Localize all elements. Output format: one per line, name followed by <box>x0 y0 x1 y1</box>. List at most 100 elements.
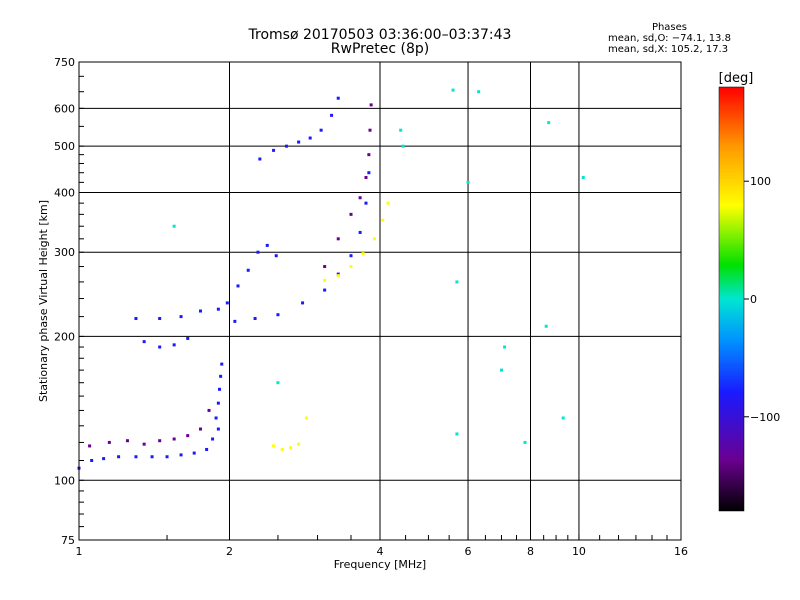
data-point <box>308 136 312 140</box>
data-point <box>172 437 176 441</box>
data-point <box>258 157 262 161</box>
x-tick-label: 4 <box>377 545 384 558</box>
data-point <box>272 148 276 152</box>
phase-stats-o: mean, sd,O: −74.1, 13.8 <box>608 33 731 44</box>
data-point <box>561 416 565 420</box>
data-point <box>199 309 203 313</box>
x-tick-label: 2 <box>226 545 233 558</box>
data-point <box>102 457 106 461</box>
data-point <box>466 180 470 184</box>
data-point <box>358 230 362 234</box>
data-point <box>349 265 353 269</box>
data-point <box>192 451 196 455</box>
data-point <box>386 201 390 205</box>
data-point <box>117 455 121 459</box>
x-tick-label: 1 <box>76 545 83 558</box>
data-point <box>451 88 455 92</box>
data-point <box>280 447 284 451</box>
data-point <box>323 265 327 269</box>
data-point <box>211 437 215 441</box>
x-tick-label: 6 <box>465 545 472 558</box>
y-tick-label: 75 <box>61 534 75 547</box>
chart-subtitle: RwPretec (8p) <box>330 41 430 57</box>
data-point <box>216 307 220 311</box>
data-point <box>349 254 353 258</box>
data-point <box>523 440 527 444</box>
chart-title: Tromsø 20170503 03:36:00–03:37:43 <box>248 27 512 43</box>
data-point <box>134 316 138 320</box>
data-point <box>134 455 138 459</box>
data-point <box>381 218 385 222</box>
data-point <box>218 387 222 391</box>
data-point <box>172 224 176 228</box>
phase-stats: Phases mean, sd,O: −74.1, 13.8 mean, sd,… <box>608 22 731 55</box>
data-point <box>276 381 280 385</box>
data-point <box>225 301 229 305</box>
data-point <box>336 274 340 278</box>
colorbar-tick-label: 100 <box>750 175 771 188</box>
colorbar-tick-label: −100 <box>750 411 780 424</box>
data-point <box>358 196 362 200</box>
phase-stats-x: mean, sd,X: 105.2, 17.3 <box>608 44 729 55</box>
y-tick-label: 300 <box>54 246 75 259</box>
data-point <box>323 288 327 292</box>
x-axis: 1 2 4 6 8 10 16 <box>76 535 688 558</box>
y-tick-label: 400 <box>54 186 75 199</box>
data-point <box>364 175 368 179</box>
data-point <box>284 144 288 148</box>
data-point <box>547 121 551 125</box>
data-point <box>256 250 260 254</box>
data-point <box>399 128 403 132</box>
x-tick-label: 10 <box>572 545 586 558</box>
data-point <box>367 153 371 157</box>
y-tick-label: 200 <box>54 330 75 343</box>
data-point <box>88 444 92 448</box>
data-point <box>216 401 220 405</box>
colorbar-label: [deg] <box>719 71 754 86</box>
data-points <box>77 88 585 470</box>
data-point <box>219 374 223 378</box>
data-point <box>369 103 373 107</box>
data-point <box>364 201 368 205</box>
data-point <box>158 316 162 320</box>
y-axis: 75 100 200 300 400 500 600 750 <box>54 56 84 547</box>
data-point <box>349 212 353 216</box>
data-point <box>165 455 169 459</box>
data-point <box>455 432 459 436</box>
data-point <box>125 439 129 443</box>
data-point <box>216 427 220 431</box>
data-point <box>368 128 372 132</box>
data-point <box>304 416 308 420</box>
data-point <box>150 455 154 459</box>
data-point <box>401 144 405 148</box>
data-point <box>265 243 269 247</box>
data-point <box>319 128 323 132</box>
data-point <box>233 319 237 323</box>
data-point <box>336 272 340 276</box>
data-point <box>581 175 585 179</box>
data-point <box>142 340 146 344</box>
data-point <box>214 416 218 420</box>
y-tick-label: 600 <box>54 102 75 115</box>
data-point <box>330 113 334 117</box>
grid <box>79 62 681 540</box>
data-point <box>272 444 276 448</box>
data-point <box>544 324 548 328</box>
data-point <box>220 362 224 366</box>
data-point <box>246 268 250 272</box>
data-point <box>158 439 162 443</box>
data-point <box>107 440 111 444</box>
x-axis-label: Frequency [MHz] <box>334 558 426 571</box>
data-point <box>199 427 203 431</box>
colorbar-ticks: 100 0 −100 <box>744 175 780 424</box>
phase-stats-header: Phases <box>651 22 688 33</box>
y-axis-label: Stationary phase Virtual Height [km] <box>37 200 50 402</box>
data-point <box>205 447 209 451</box>
x-tick-label: 8 <box>527 545 534 558</box>
data-point <box>207 408 211 412</box>
data-point <box>361 252 365 256</box>
data-point <box>297 442 301 446</box>
data-point <box>289 446 293 450</box>
colorbar <box>718 86 745 512</box>
